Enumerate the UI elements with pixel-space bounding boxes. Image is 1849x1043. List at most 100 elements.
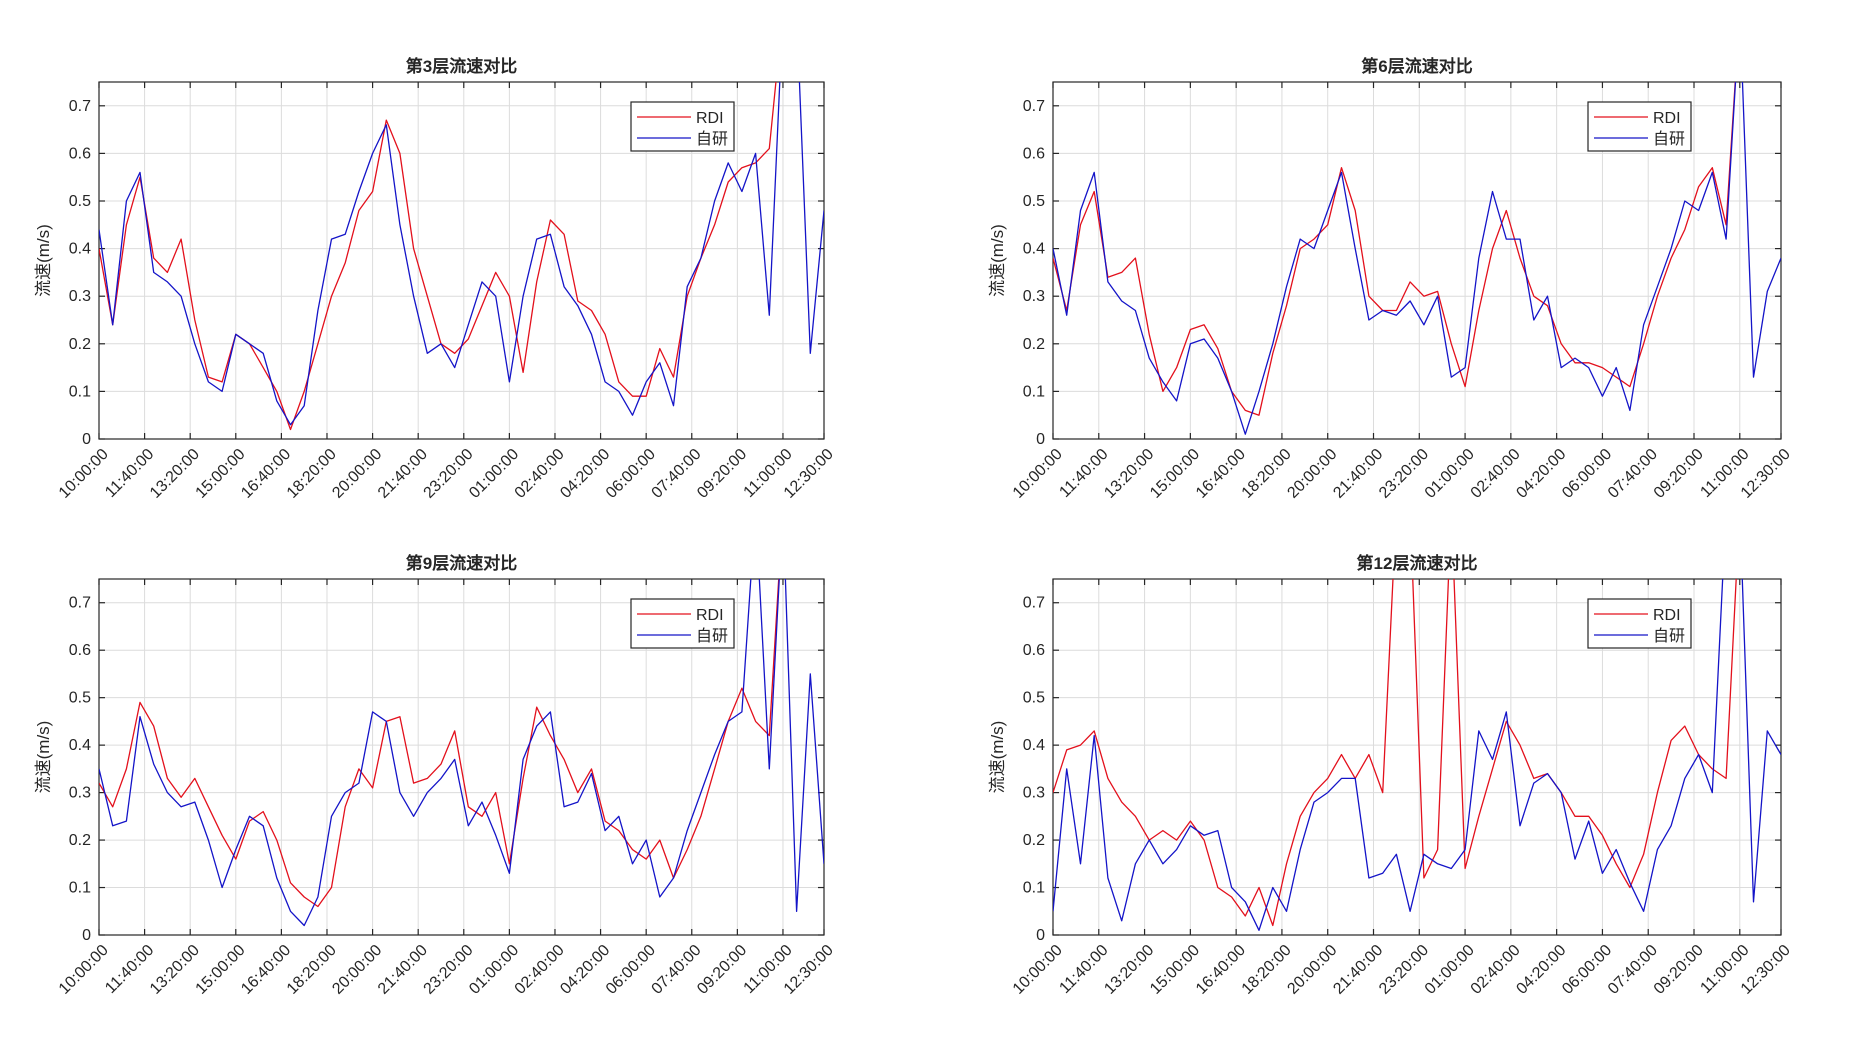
- x-tick-label: 01:00:00: [466, 942, 522, 998]
- y-tick-label: 0.7: [69, 595, 91, 612]
- x-tick-label: 20:00:00: [329, 942, 385, 998]
- series-line-rdi: [1053, 579, 1737, 927]
- x-tick-label: 06:00:00: [1559, 446, 1615, 502]
- y-axis-label: 流速(m/s): [34, 224, 53, 297]
- x-tick-label: 02:40:00: [512, 446, 568, 502]
- series-line-self-developed: [1053, 82, 1781, 435]
- x-tick-label: 09:20:00: [1651, 942, 1707, 998]
- plot-area-frame: [1052, 578, 1782, 936]
- series-group: [1053, 82, 1781, 435]
- legend: RDI 自研: [630, 598, 735, 649]
- y-axis-label: 流速(m/s): [988, 224, 1007, 297]
- x-tick-label: 23:20:00: [421, 446, 477, 502]
- legend-label: RDI: [696, 110, 724, 127]
- legend-box: [1587, 101, 1692, 152]
- x-tick-label: 09:20:00: [694, 446, 750, 502]
- legend-label: 自研: [1653, 627, 1685, 645]
- x-tick-label: 21:40:00: [1330, 942, 1386, 998]
- y-tick-label: 0.6: [69, 145, 91, 162]
- x-tick-label: 10:00:00: [56, 446, 112, 502]
- series-group: [99, 579, 824, 927]
- x-tick-label: 15:00:00: [1147, 446, 1203, 502]
- x-tick-label: 21:40:00: [375, 446, 431, 502]
- y-tick-label: 0.1: [1023, 383, 1045, 400]
- y-tick-label: 0: [1036, 431, 1045, 448]
- legend: RDI 自研: [1587, 101, 1692, 152]
- x-tick-label: 16:40:00: [238, 446, 294, 502]
- x-tick-label: 18:20:00: [1239, 446, 1295, 502]
- y-tick-label: 0.7: [69, 98, 91, 115]
- legend-label: RDI: [1653, 607, 1681, 624]
- chart-3: 00.10.20.30.40.50.60.710:00:0011:40:0013…: [34, 553, 837, 998]
- x-tick-label: 01:00:00: [1422, 446, 1478, 502]
- legend-label: RDI: [1653, 110, 1681, 127]
- chart-title: 第9层流速对比: [406, 553, 517, 573]
- x-tick-label: 02:40:00: [512, 942, 568, 998]
- y-tick-label: 0.6: [1023, 642, 1045, 659]
- plot-area-frame: [98, 81, 825, 440]
- x-tick-label: 07:40:00: [1605, 942, 1661, 998]
- x-tick-label: 06:00:00: [1559, 942, 1615, 998]
- chart-4: 00.10.20.30.40.50.60.710:00:0011:40:0013…: [988, 553, 1794, 998]
- y-tick-label: 0.6: [69, 642, 91, 659]
- x-tick-label: 18:20:00: [284, 942, 340, 998]
- x-tick-label: 09:20:00: [1651, 446, 1707, 502]
- x-tick-label: 23:20:00: [421, 942, 477, 998]
- y-tick-label: 0.3: [1023, 785, 1045, 802]
- series-group: [99, 82, 824, 431]
- x-tick-label: 13:20:00: [1101, 942, 1157, 998]
- y-tick-label: 0.7: [1023, 595, 1045, 612]
- y-tick-label: 0.6: [1023, 145, 1045, 162]
- x-tick-label: 20:00:00: [329, 446, 385, 502]
- y-tick-label: 0.1: [69, 383, 91, 400]
- y-tick-label: 0.1: [1023, 880, 1045, 897]
- x-tick-label: 15:00:00: [193, 942, 249, 998]
- x-tick-label: 09:20:00: [694, 942, 750, 998]
- x-tick-label: 06:00:00: [603, 446, 659, 502]
- y-tick-label: 0.5: [69, 690, 91, 707]
- x-tick-label: 07:40:00: [649, 446, 705, 502]
- plot-area-frame: [98, 578, 825, 936]
- chart-1: 00.10.20.30.40.50.60.710:00:0011:40:0013…: [34, 56, 837, 502]
- x-tick-label: 04:20:00: [557, 942, 613, 998]
- legend-label: 自研: [1653, 130, 1685, 148]
- legend: RDI 自研: [1587, 598, 1692, 649]
- x-tick-label: 07:40:00: [1605, 446, 1661, 502]
- x-tick-label: 15:00:00: [1147, 942, 1203, 998]
- x-tick-label: 23:20:00: [1376, 942, 1432, 998]
- x-tick-label: 16:40:00: [238, 942, 294, 998]
- x-tick-label: 04:20:00: [557, 446, 613, 502]
- y-tick-label: 0.4: [1023, 241, 1045, 258]
- y-tick-label: 0: [1036, 927, 1045, 944]
- legend-label: 自研: [696, 627, 728, 645]
- legend-box: [1587, 598, 1692, 649]
- legend-label: 自研: [696, 130, 728, 148]
- x-tick-label: 20:00:00: [1284, 446, 1340, 502]
- x-tick-label: 16:40:00: [1193, 446, 1249, 502]
- y-axis-label: 流速(m/s): [34, 721, 53, 794]
- x-tick-label: 02:40:00: [1468, 942, 1524, 998]
- y-tick-label: 0.4: [69, 241, 91, 258]
- y-tick-label: 0.2: [69, 832, 91, 849]
- chart-title: 第12层流速对比: [1357, 553, 1478, 573]
- series-line-rdi: [1053, 82, 1736, 416]
- series-line-self-developed: [99, 82, 824, 426]
- y-tick-label: 0.3: [69, 288, 91, 305]
- series-line-rdi: [99, 579, 780, 908]
- x-tick-label: 16:40:00: [1193, 942, 1249, 998]
- x-tick-label: 06:00:00: [603, 942, 659, 998]
- x-tick-label: 13:20:00: [147, 446, 203, 502]
- y-tick-label: 0.2: [1023, 336, 1045, 353]
- y-tick-label: 0.4: [69, 737, 91, 754]
- y-tick-label: 0.3: [1023, 288, 1045, 305]
- x-tick-label: 13:20:00: [1101, 446, 1157, 502]
- x-tick-label: 02:40:00: [1468, 446, 1524, 502]
- y-tick-label: 0: [82, 927, 91, 944]
- x-tick-label: 04:20:00: [1513, 446, 1569, 502]
- legend-box: [630, 598, 735, 649]
- y-tick-label: 0.2: [69, 336, 91, 353]
- y-tick-label: 0.5: [1023, 193, 1045, 210]
- legend-label: RDI: [696, 607, 724, 624]
- chart-2: 00.10.20.30.40.50.60.710:00:0011:40:0013…: [988, 56, 1794, 502]
- x-tick-label: 23:20:00: [1376, 446, 1432, 502]
